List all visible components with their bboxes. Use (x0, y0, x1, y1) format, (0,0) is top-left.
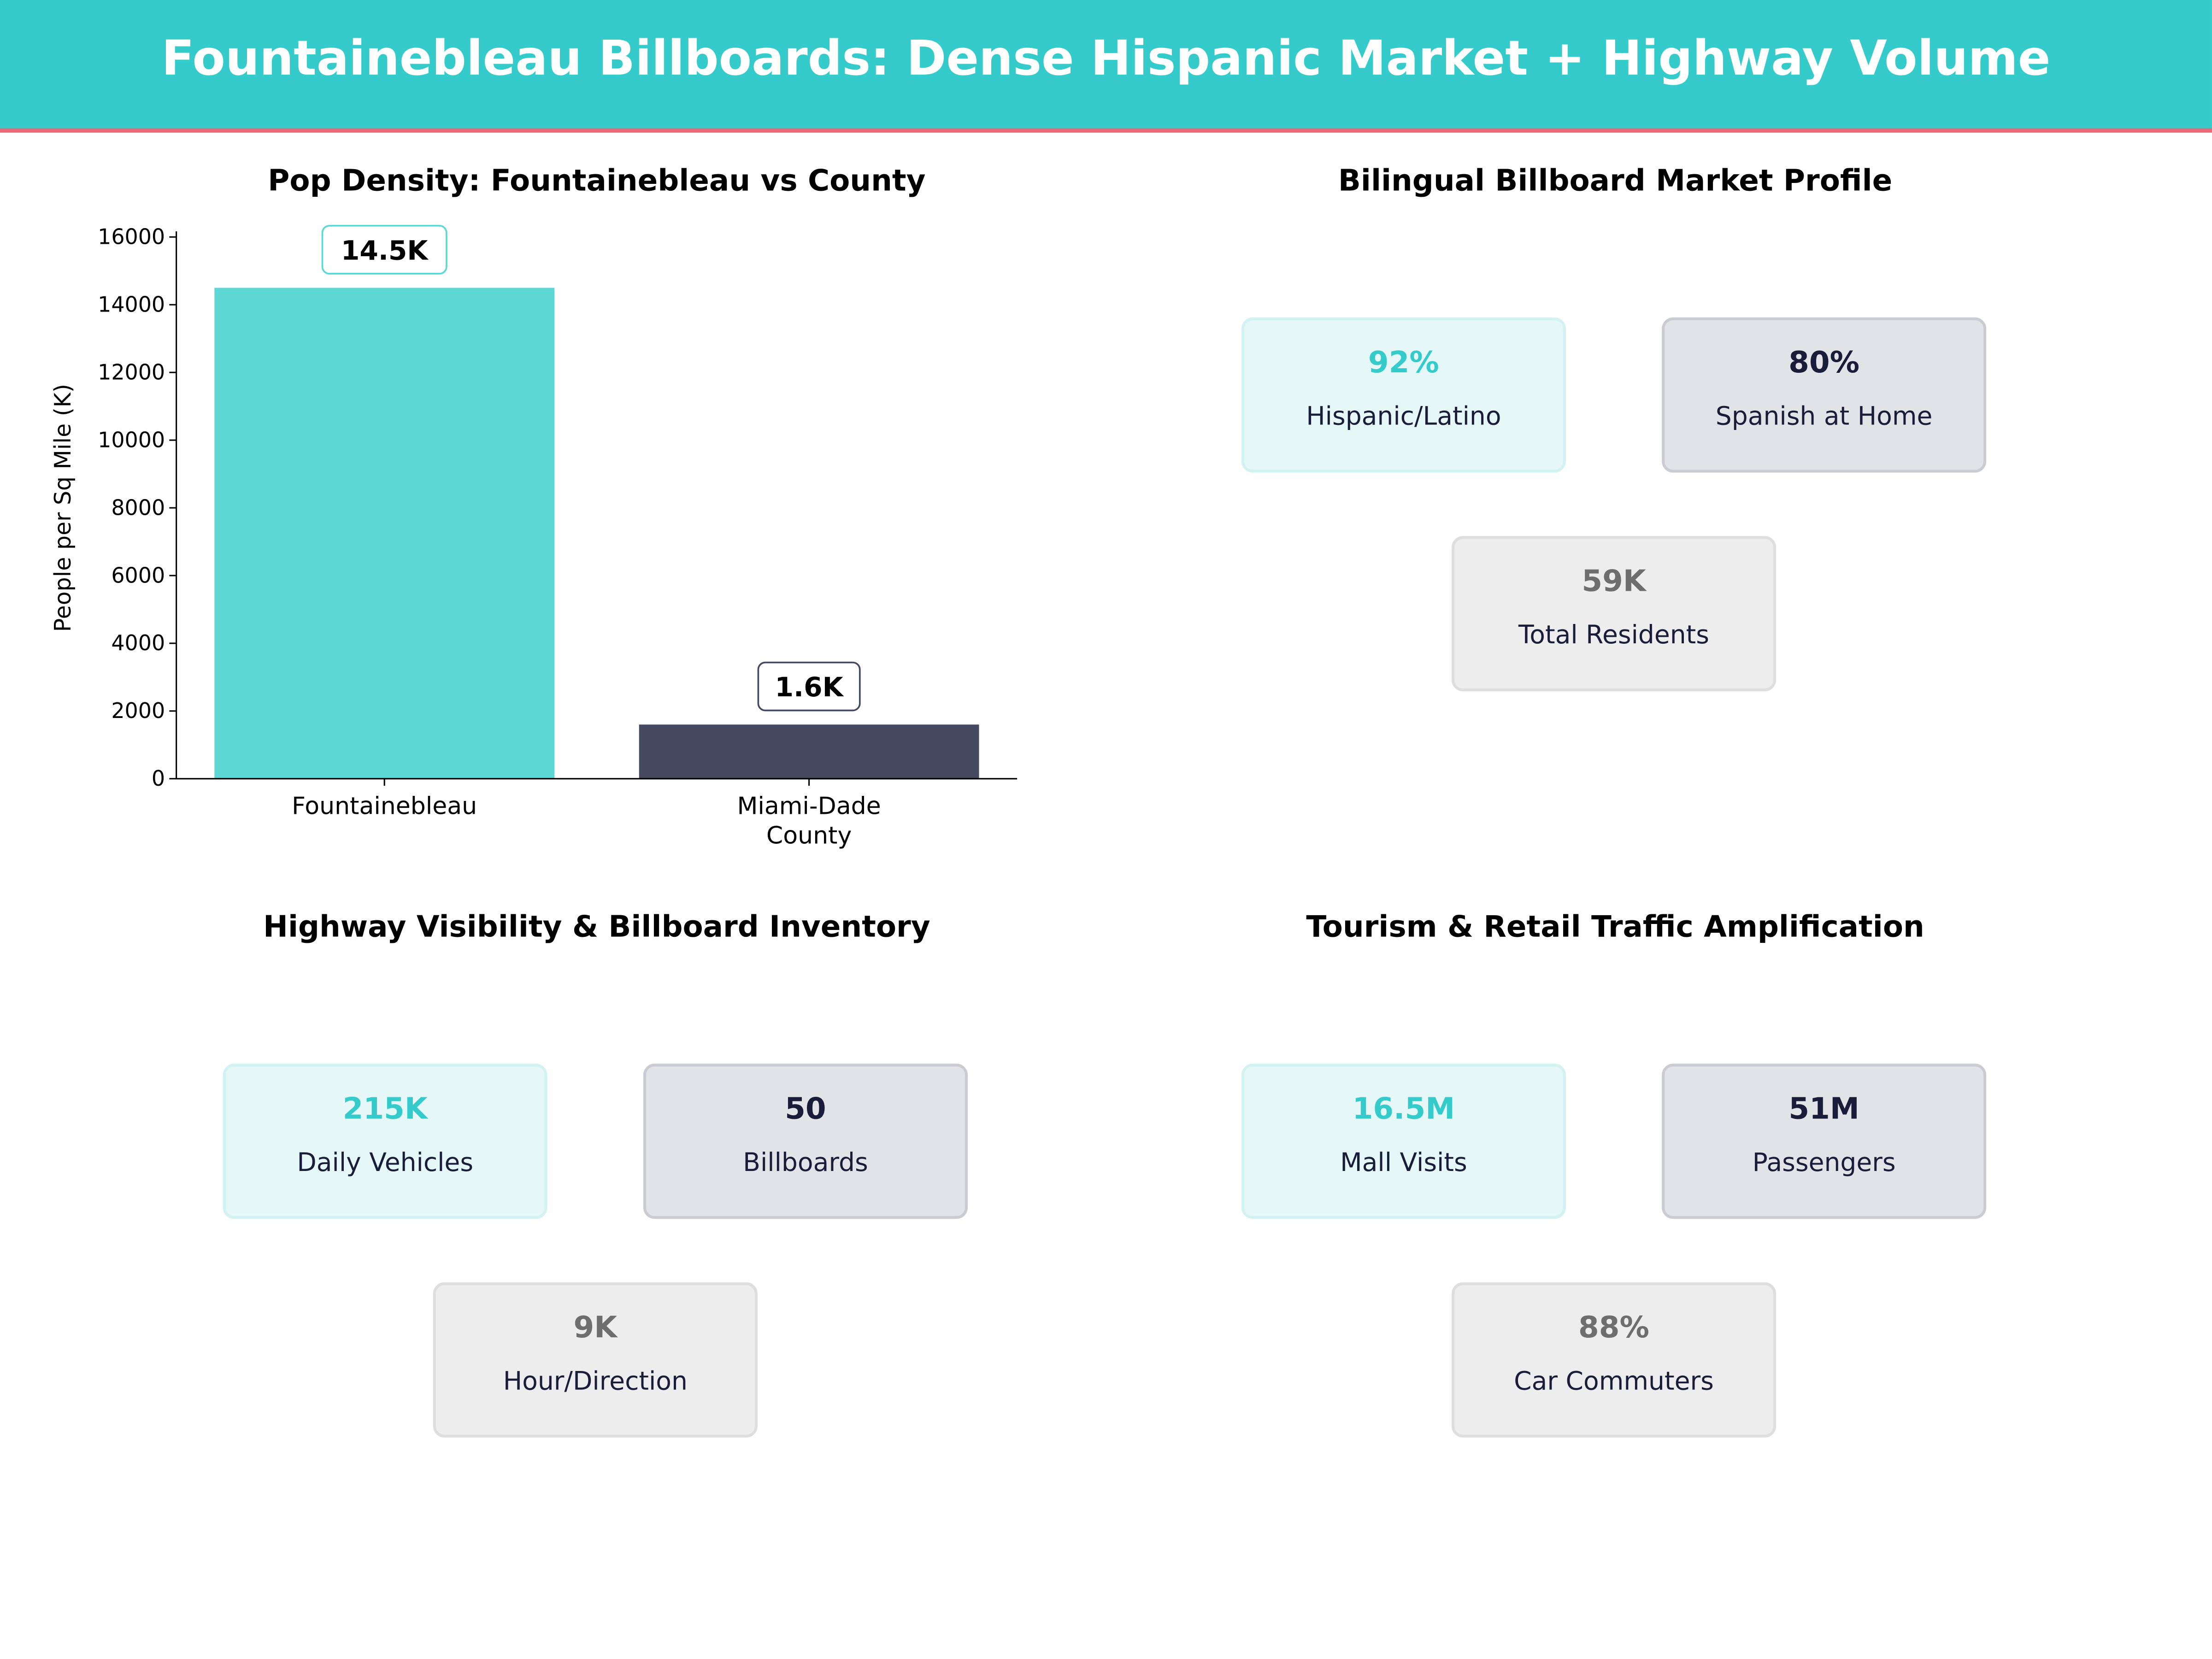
stat-card-tourism: 16.5M Mall Visits (1241, 1064, 1566, 1219)
stat-card-market: 80% Spanish at Home (1662, 317, 1987, 473)
y-axis-label: People per Sq Mile (K) (50, 384, 76, 632)
y-tick-label: 16000 (98, 224, 165, 249)
stat-value: 9K (573, 1310, 618, 1345)
stat-value: 51M (1788, 1092, 1859, 1126)
y-tick-label: 10000 (98, 427, 165, 452)
stat-card-market: 59K Total Residents (1451, 536, 1777, 691)
stat-card-tourism: 88% Car Commuters (1451, 1282, 1777, 1438)
y-tick-label: 4000 (111, 630, 165, 655)
stat-value: 80% (1788, 345, 1860, 380)
stat-label: Car Commuters (1514, 1367, 1714, 1397)
stat-value: 50 (785, 1092, 826, 1126)
stat-label: Total Residents (1518, 620, 1710, 651)
stat-card-tourism: 51M Passengers (1662, 1064, 1987, 1219)
chart-title: Pop Density: Fountainebleau vs County (268, 164, 926, 198)
stat-card-market: 92% Hispanic/Latino (1241, 317, 1566, 473)
y-tick-label: 6000 (111, 563, 165, 588)
data-label-box (757, 661, 861, 712)
x-tick-label: Fountainebleau (292, 792, 477, 820)
x-tick-label: Miami-Dade (737, 792, 881, 820)
bar (639, 724, 979, 779)
stat-label: Billboards (743, 1148, 868, 1178)
data-label: 14.5K (341, 235, 429, 266)
stat-label: Spanish at Home (1715, 402, 1933, 432)
y-tick-label: 8000 (111, 495, 165, 520)
stat-label: Daily Vehicles (297, 1148, 474, 1178)
page-title: Fountainebleau Billboards: Dense Hispani… (161, 31, 2051, 88)
panel-title-tourism: Tourism & Retail Traffic Amplification (1306, 910, 1924, 944)
stat-value: 16.5M (1352, 1092, 1455, 1126)
y-tick-label: 0 (152, 766, 165, 791)
stat-value: 92% (1368, 345, 1439, 380)
y-tick-label: 2000 (111, 698, 165, 723)
x-tick-label: County (766, 822, 852, 850)
data-label-box (321, 224, 447, 275)
stat-card-highway: 9K Hour/Direction (433, 1282, 758, 1438)
stat-value: 88% (1578, 1310, 1649, 1345)
stat-label: Hispanic/Latino (1306, 402, 1501, 432)
stat-label: Passengers (1752, 1148, 1896, 1178)
header-banner: Fountainebleau Billboards: Dense Hispani… (0, 0, 2212, 133)
y-tick-label: 14000 (98, 292, 165, 317)
stat-label: Mall Visits (1340, 1148, 1467, 1178)
data-label: 1.6K (775, 671, 844, 703)
bar (214, 288, 555, 779)
panel-title-highway: Highway Visibility & Billboard Inventory (263, 910, 930, 944)
stat-label: Hour/Direction (503, 1367, 688, 1397)
stat-value: 215K (342, 1092, 428, 1126)
y-tick-label: 12000 (98, 359, 165, 384)
panel-title-market: Bilingual Billboard Market Profile (1338, 164, 1893, 198)
stat-value: 59K (1582, 564, 1646, 598)
stat-card-highway: 50 Billboards (643, 1064, 968, 1219)
stat-card-highway: 215K Daily Vehicles (223, 1064, 547, 1219)
